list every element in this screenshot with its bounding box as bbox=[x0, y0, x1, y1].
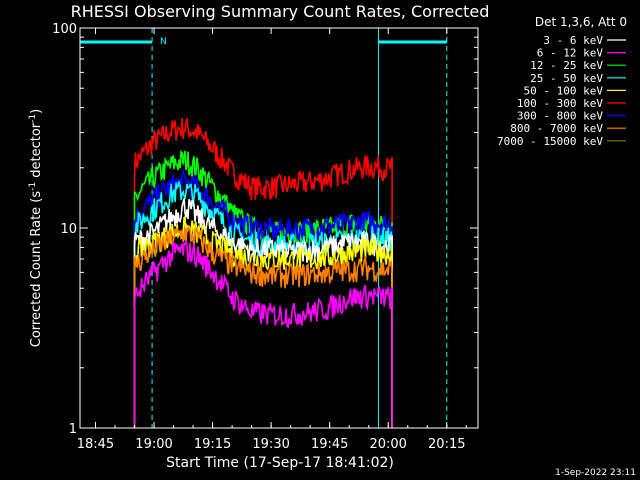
y-axis-label-sup1: -1 bbox=[28, 182, 38, 191]
y-axis-ticks: 1 10 100 bbox=[52, 22, 478, 437]
x-tick-label: 18:45 bbox=[77, 437, 114, 452]
series-layer bbox=[133, 117, 393, 428]
y-axis-label: Corrected Count Rate (s-1 detector-1) bbox=[28, 109, 44, 347]
series-line bbox=[133, 117, 393, 428]
x-tick-label: 19:45 bbox=[311, 437, 348, 452]
x-tick-label: 19:00 bbox=[135, 437, 172, 452]
y-axis-label-part2: detector bbox=[29, 122, 44, 182]
y-axis-label-sup2: -1 bbox=[28, 114, 38, 123]
legend-entry-label: 7000 - 15000 keV bbox=[497, 135, 603, 148]
x-axis-ticks: 18:45 19:00 19:15 19:30 19:45 20:00 20:15 bbox=[77, 28, 467, 452]
series-line bbox=[133, 225, 393, 428]
x-tick-label: 20:00 bbox=[369, 437, 406, 452]
y-tick-label: 100 bbox=[52, 22, 77, 37]
y-axis-label-part3: ) bbox=[29, 109, 44, 114]
series-line bbox=[133, 168, 393, 428]
legend-entry-label: 800 - 7000 keV bbox=[510, 122, 603, 135]
y-tick-label: 10 bbox=[60, 222, 77, 237]
legend-entry-label: 25 - 50 keV bbox=[530, 72, 603, 85]
legend-entry-label: 300 - 800 keV bbox=[517, 110, 603, 123]
x-tick-label: 20:15 bbox=[428, 437, 465, 452]
legend-title: Det 1,3,6, Att 0 bbox=[535, 15, 627, 29]
x-axis-label: Start Time (17-Sep-17 18:41:02) bbox=[166, 455, 394, 471]
legend-entry-label: 12 - 25 keV bbox=[530, 59, 603, 72]
timestamp: 1-Sep-2022 23:11 bbox=[555, 468, 636, 478]
series-line bbox=[133, 181, 393, 428]
legend-entry-label: 3 - 6 keV bbox=[543, 34, 603, 47]
legend-entry-label: 6 - 12 keV bbox=[537, 47, 604, 60]
legend-entry-label: 100 - 300 keV bbox=[517, 97, 603, 110]
x-tick-label: 19:30 bbox=[252, 437, 289, 452]
series-line bbox=[133, 240, 393, 428]
y-tick-label: 1 bbox=[69, 422, 77, 437]
y-axis-label-part1: Corrected Count Rate (s bbox=[29, 191, 44, 348]
chart-title: RHESSI Observing Summary Count Rates, Co… bbox=[71, 2, 490, 21]
legend-entry-label: 50 - 100 keV bbox=[524, 84, 604, 97]
night-label: N bbox=[160, 37, 167, 47]
x-tick-label: 19:15 bbox=[194, 437, 231, 452]
